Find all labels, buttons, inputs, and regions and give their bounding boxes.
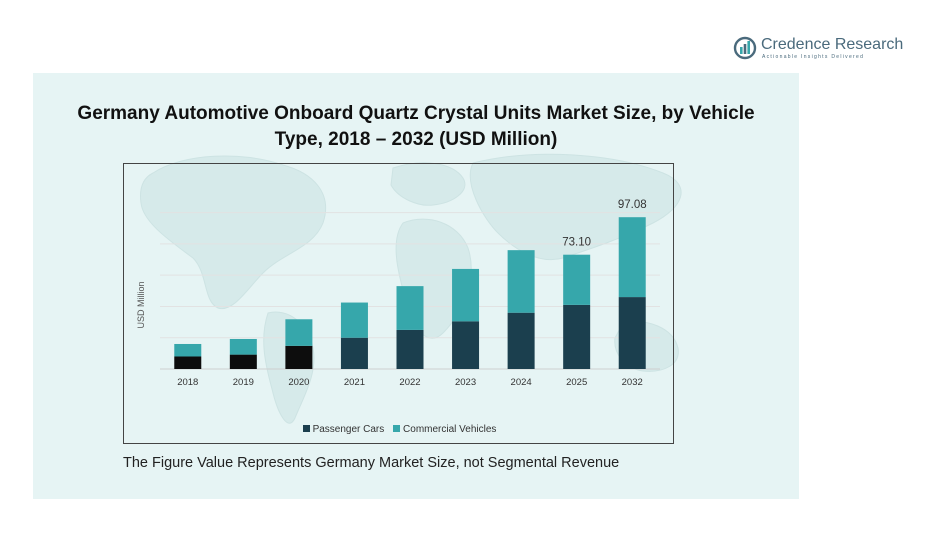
x-tick-label-2032: 2032 [622,377,643,388]
bar-commercial-vehicles-2022 [396,286,424,330]
bar-passenger-cars-2021 [340,337,368,369]
bar-passenger-cars-2022 [396,329,424,369]
bar-passenger-cars-2023 [452,321,480,369]
logo-name: Credence Research [761,36,904,53]
x-tick-label-2020: 2020 [288,377,309,388]
bar-passenger-cars-2018 [174,356,202,369]
x-tick-label-2025: 2025 [566,377,587,388]
x-tick-label-2023: 2023 [455,377,476,388]
legend-item-passenger-cars: Passenger Cars [302,424,385,435]
bar-commercial-vehicles-2019 [229,338,257,355]
brand-logo: Credence Research Actionable Insights De… [733,34,903,62]
bar-commercial-vehicles-2032 [618,217,646,298]
bar-chart: USD Million 2018 2019 2020 2021 2022 2023 2024 2… [136,199,660,388]
logo-tagline: Actionable Insights Delivered [762,54,865,60]
bar-passenger-cars-2032 [618,297,646,369]
bar-commercial-vehicles-2021 [340,302,368,338]
bar-commercial-vehicles-2020 [285,319,313,346]
legend-swatch-commercial-vehicles [393,425,401,432]
bar-commercial-vehicles-2023 [452,268,480,322]
chart-area: USD Million 2018 2019 2020 2021 2022 2023 2024 2… [123,163,674,444]
y-axis-label: USD Million [136,281,146,328]
bar-passenger-cars-2020 [285,345,313,369]
chart-panel: Germany Automotive Onboard Quartz Crysta… [33,73,799,499]
legend-label-passenger-cars: Passenger Cars [312,424,385,435]
legend-label-commercial-vehicles: Commercial Vehicles [403,424,497,435]
footnote: The Figure Value Represents Germany Mark… [123,455,620,471]
chart-title: Germany Automotive Onboard Quartz Crysta… [77,103,755,150]
bar-passenger-cars-2025 [563,304,591,369]
bar-commercial-vehicles-2024 [507,250,535,313]
bar-commercial-vehicles-2025 [563,254,591,305]
bar-passenger-cars-2019 [229,354,257,369]
logo-icon [733,36,757,60]
x-tick-label-2022: 2022 [399,377,420,388]
legend-swatch-passenger-cars [302,425,310,432]
chart-legend: Passenger Cars Commercial Vehicles [124,424,675,435]
data-label-2032: 97.08 [618,199,647,211]
x-tick-label-2018: 2018 [177,377,198,388]
x-tick-label-2021: 2021 [344,377,365,388]
bar-passenger-cars-2024 [507,312,535,369]
bar-commercial-vehicles-2018 [174,343,202,357]
data-label-2025: 73.10 [562,237,591,249]
x-tick-label-2024: 2024 [511,377,532,388]
x-tick-label-2019: 2019 [233,377,254,388]
legend-item-commercial-vehicles: Commercial Vehicles [393,424,496,435]
